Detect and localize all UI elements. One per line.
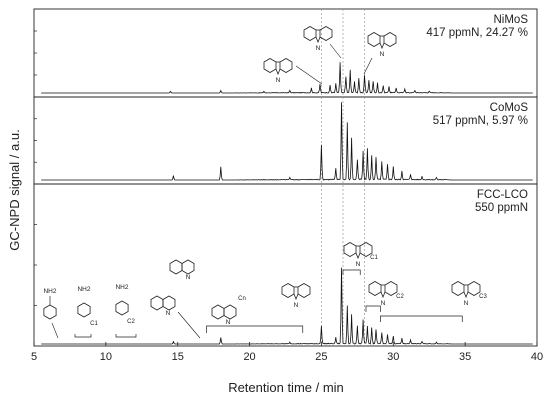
y-axis-title: GC-NPD signal / a.u. (7, 129, 22, 250)
panel-label-fcc-lco-0: FCC-LCO (477, 189, 528, 201)
dimethylcarbazole-atom-label: N (380, 51, 385, 58)
panel-frame-fcc-lco (33, 183, 538, 347)
c1-aniline-bracket (74, 334, 92, 338)
c1-aniline-icon (77, 302, 91, 318)
peak-pointer (363, 57, 373, 75)
c3-carbazole-bracket (380, 315, 463, 322)
carbazole-icon (281, 283, 311, 300)
c1-carbazole-substituent: C1 (370, 255, 378, 261)
traces-layer (41, 62, 533, 345)
cn-quinoline-bracket (206, 325, 304, 333)
peak-pointer (177, 311, 201, 339)
c2-carbazole-substituent: C2 (396, 294, 404, 300)
c2-carbazole-icon (368, 281, 398, 298)
trace-fcc-lco (41, 267, 533, 345)
cn-quinoline-substituent: Cn (238, 296, 246, 302)
aniline-icon (43, 304, 57, 320)
dimethylcarbazole-icon (367, 32, 397, 49)
x-tick-label-10: 10 (100, 351, 112, 363)
quinoline-icon (150, 295, 176, 311)
c2-aniline-bracket (115, 334, 137, 338)
trace-nimos (41, 62, 533, 94)
carbazole-icon (303, 26, 333, 43)
panel-label-nimos-1: 417 ppmN, 24.27 % (426, 27, 528, 39)
c2-carbazole-atom-label: N (381, 300, 386, 307)
panels-layer (33, 8, 538, 347)
peak-pointer (51, 322, 59, 339)
carbazole-icon (263, 58, 293, 75)
c2-aniline-icon (115, 300, 129, 316)
x-tick-label-30: 30 (387, 351, 399, 363)
peak-pointer (295, 65, 323, 85)
c1-aniline-label: NH2 (77, 286, 90, 293)
c1-carbazole-atom-label: N (356, 261, 361, 268)
c2-aniline-substituent: C2 (127, 319, 135, 325)
x-axis: 5 10 15 20 25 30 35 40 (31, 342, 543, 363)
panel-frame-comos (33, 96, 538, 185)
x-tick-label-15: 15 (172, 351, 184, 363)
c3-carbazole-icon (451, 281, 481, 298)
trace-comos (41, 102, 533, 181)
cn-quinoline-icon (211, 304, 237, 320)
panel-label-comos-0: CoMoS (490, 102, 529, 114)
dimethylquinoline-icon (169, 259, 195, 275)
c3-carbazole-substituent: C3 (479, 294, 487, 300)
x-axis-title: Retention time / min (228, 380, 344, 395)
carbazole-atom-label: N (276, 77, 281, 84)
panel-label-fcc-lco-1: 550 ppmN (475, 202, 528, 214)
carbazole-atom-label: N (316, 45, 321, 52)
c3-carbazole-atom-label: N (464, 300, 469, 307)
quinoline-label: N (166, 310, 171, 317)
x-tick-label-20: 20 (243, 351, 255, 363)
x-tick-label-25: 25 (315, 351, 327, 363)
panel-label-nimos-0: NiMoS (493, 14, 528, 26)
dimethylquinoline-label: N (186, 274, 191, 281)
aniline-label: NH2 (43, 288, 56, 295)
x-tick-label-35: 35 (459, 351, 471, 363)
peak-pointer (329, 43, 342, 59)
panel-label-comos-1: 517 ppmN, 5.97 % (433, 115, 528, 127)
x-tick-label-5: 5 (31, 351, 37, 363)
x-tick-label-40: 40 (531, 351, 543, 363)
c1-carbazole-icon (343, 242, 373, 259)
c2-aniline-label: NH2 (115, 284, 128, 291)
c2-carbazole-bracket (365, 305, 381, 312)
carbazole-atom-label: N (294, 302, 299, 309)
c1-carbazole-bracket (342, 269, 361, 275)
cn-quinoline-label: N (226, 319, 231, 326)
panel-frame-nimos (33, 8, 538, 98)
c1-aniline-substituent: C1 (90, 321, 98, 327)
